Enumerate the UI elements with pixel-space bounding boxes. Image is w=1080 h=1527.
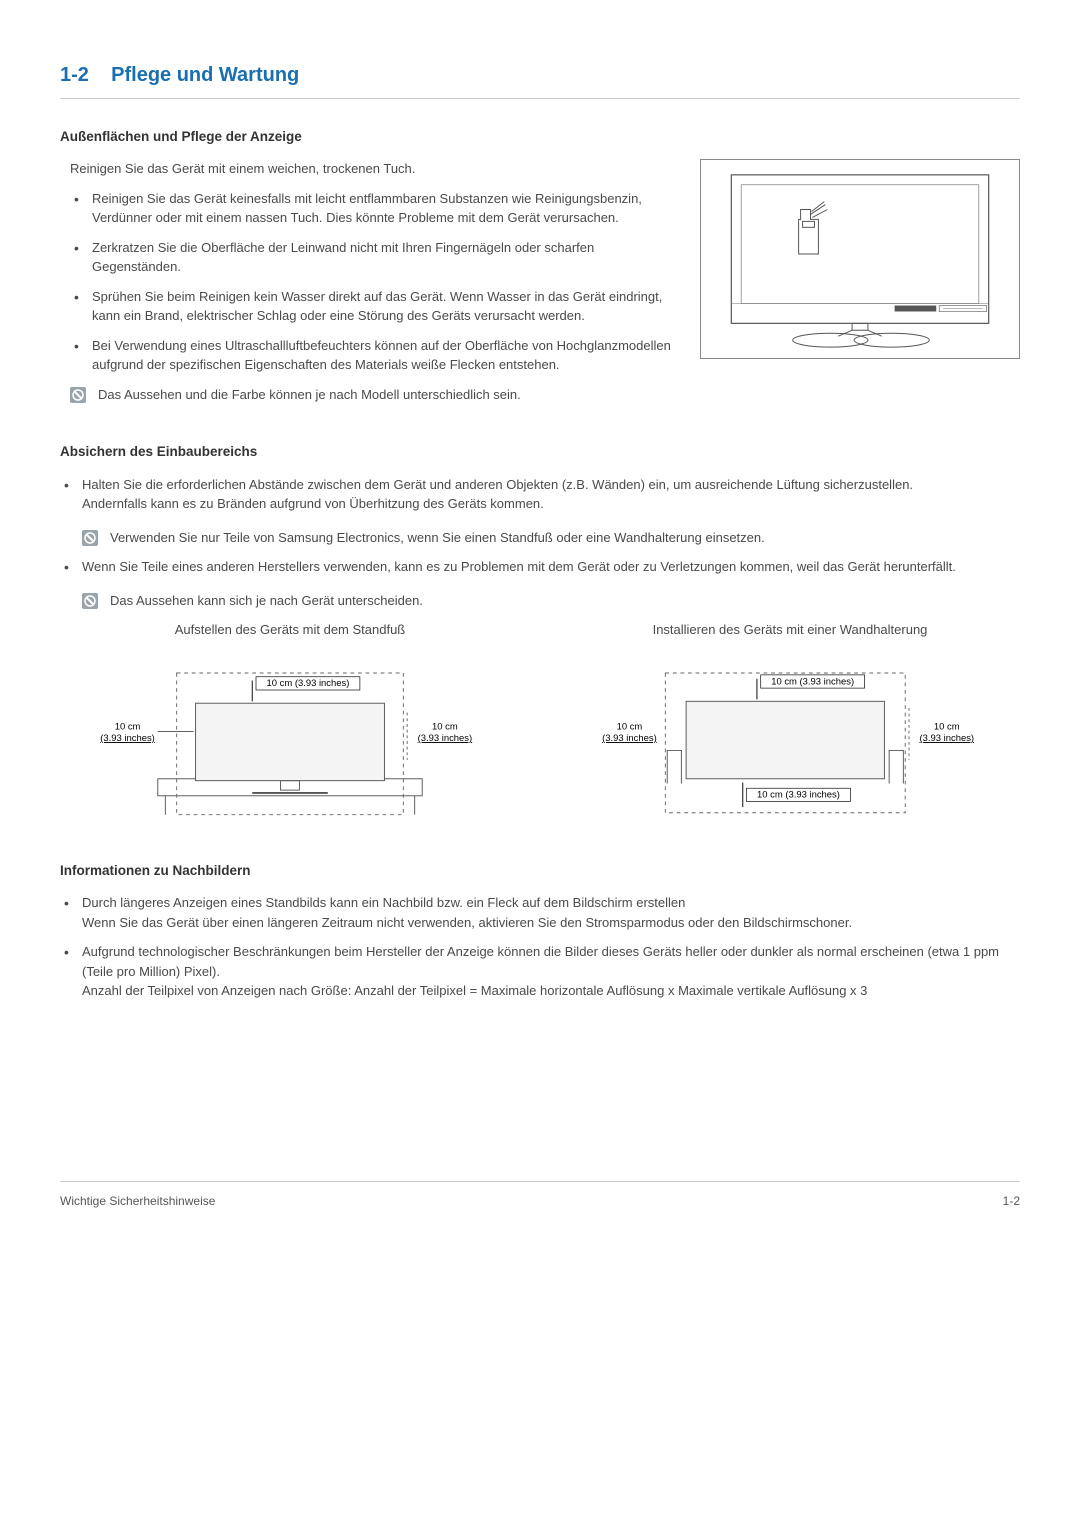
surfaces-intro: Reinigen Sie das Gerät mit einem weichen…: [70, 159, 672, 179]
surfaces-row: Reinigen Sie das Gerät mit einem weichen…: [60, 159, 1020, 414]
surfaces-text-column: Reinigen Sie das Gerät mit einem weichen…: [60, 159, 672, 414]
afterimage-heading: Informationen zu Nachbildern: [60, 861, 1020, 881]
afterimage-b0-cont: Wenn Sie das Gerät über einen längeren Z…: [82, 915, 852, 930]
list-item: Bei Verwendung eines Ultraschallluftbefe…: [70, 336, 672, 375]
afterimage-bullets: Durch längeres Anzeigen eines Standbilds…: [60, 893, 1020, 1001]
clearance-figures: Aufstellen des Geräts mit dem Standfuß 1…: [60, 620, 1020, 831]
page-footer: Wichtige Sicherheitshinweise 1-2: [60, 1181, 1020, 1210]
svg-text:(3.93 inches): (3.93 inches): [919, 733, 974, 744]
afterimage-b1-cont: Anzahl der Teilpixel von Anzeigen nach G…: [82, 983, 867, 998]
section-heading: 1-2 Pflege und Wartung: [60, 60, 1020, 99]
securing-heading: Absichern des Einbaubereichs: [60, 442, 1020, 462]
monitor-illustration-container: [700, 159, 1020, 365]
info-icon: [70, 387, 86, 403]
figure-caption-0: Aufstellen des Geräts mit dem Standfuß: [60, 620, 520, 640]
svg-text:(3.93 inches): (3.93 inches): [100, 733, 155, 744]
securing-note-1-text: Das Aussehen kann sich je nach Gerät unt…: [110, 591, 1020, 611]
securing-note-1: Das Aussehen kann sich je nach Gerät unt…: [82, 591, 1020, 611]
clearance-top-label: 10 cm (3.93 inches): [266, 678, 349, 689]
svg-text:10 cm: 10 cm: [934, 721, 960, 732]
figure-wandhalterung: Installieren des Geräts mit einer Wandha…: [560, 620, 1020, 831]
securing-note-0-text: Verwenden Sie nur Teile von Samsung Elec…: [110, 528, 1020, 548]
list-item: Reinigen Sie das Gerät keinesfalls mit l…: [70, 189, 672, 228]
list-item: Zerkratzen Sie die Oberfläche der Leinwa…: [70, 238, 672, 277]
svg-text:10 cm: 10 cm: [432, 721, 458, 732]
svg-text:(3.93 inches): (3.93 inches): [602, 733, 657, 744]
info-icon: [82, 593, 98, 609]
list-item: Wenn Sie Teile eines anderen Herstellers…: [60, 557, 1020, 610]
surfaces-heading: Außenflächen und Pflege der Anzeige: [60, 127, 1020, 147]
list-item: Halten Sie die erforderlichen Abstände z…: [60, 475, 1020, 548]
section-title: Pflege und Wartung: [111, 64, 299, 86]
svg-text:10 cm: 10 cm: [617, 721, 643, 732]
surfaces-note: Das Aussehen und die Farbe können je nac…: [70, 385, 672, 405]
list-item: Sprühen Sie beim Reinigen kein Wasser di…: [70, 287, 672, 326]
svg-text:10 cm (3.93 inches): 10 cm (3.93 inches): [757, 789, 840, 800]
afterimage-b1: Aufgrund technologischer Beschränkungen …: [82, 944, 999, 979]
securing-bullet-0: Halten Sie die erforderlichen Abstände z…: [82, 477, 913, 492]
surfaces-note-text: Das Aussehen und die Farbe können je nac…: [98, 385, 672, 405]
footer-left: Wichtige Sicherheitshinweise: [60, 1192, 215, 1210]
info-icon: [82, 530, 98, 546]
section-number: 1-2: [60, 64, 89, 86]
afterimage-b0: Durch längeres Anzeigen eines Standbilds…: [82, 895, 685, 910]
figure-standfuss: Aufstellen des Geräts mit dem Standfuß 1…: [60, 620, 520, 831]
figure-caption-1: Installieren des Geräts mit einer Wandha…: [560, 620, 1020, 640]
monitor-illustration: [700, 159, 1020, 359]
svg-text:10 cm: 10 cm: [115, 721, 141, 732]
securing-bullets: Halten Sie die erforderlichen Abstände z…: [60, 475, 1020, 611]
svg-text:10 cm (3.93 inches): 10 cm (3.93 inches): [771, 676, 854, 687]
footer-right: 1-2: [1003, 1192, 1020, 1210]
securing-bullet-0-cont: Andernfalls kann es zu Bränden aufgrund …: [82, 496, 544, 511]
list-item: Durch längeres Anzeigen eines Standbilds…: [60, 893, 1020, 932]
svg-text:(3.93 inches): (3.93 inches): [418, 733, 473, 744]
surfaces-bullets: Reinigen Sie das Gerät keinesfalls mit l…: [60, 189, 672, 375]
list-item: Aufgrund technologischer Beschränkungen …: [60, 942, 1020, 1001]
securing-note-0: Verwenden Sie nur Teile von Samsung Elec…: [82, 528, 1020, 548]
clearance-wandhalterung-svg: 10 cm (3.93 inches) 10 cm (3.93 inches) …: [560, 656, 1020, 826]
securing-bullet-1: Wenn Sie Teile eines anderen Herstellers…: [82, 559, 956, 574]
clearance-standfuss-svg: 10 cm (3.93 inches) 10 cm (3.93 inches) …: [60, 656, 520, 826]
